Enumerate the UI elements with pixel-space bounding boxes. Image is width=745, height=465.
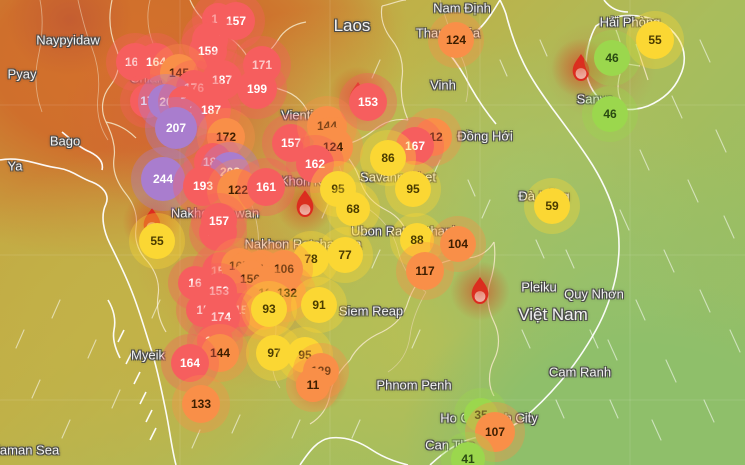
aqi-value: 59 (545, 199, 559, 213)
aqi-station-marker[interactable]: 153 (339, 73, 397, 131)
aqi-value: 193 (192, 179, 214, 193)
aqi-station-marker[interactable]: 157 (191, 193, 247, 249)
aqi-value: 174 (210, 310, 232, 324)
aqi-value: 97 (267, 346, 281, 360)
marker-halo (584, 30, 640, 86)
aqi-value: 88 (410, 233, 424, 247)
aqi-value: 77 (338, 248, 352, 262)
aqi-value: 95 (406, 182, 420, 196)
aqi-station-marker[interactable]: 124 (428, 12, 484, 68)
aqi-value: 86 (381, 151, 395, 165)
marker-halo (582, 86, 638, 142)
marker-halo (227, 59, 287, 119)
aqi-value: 55 (648, 33, 662, 47)
aqi-value: 144 (209, 346, 231, 360)
marker-halo (172, 375, 230, 433)
aqi-value: 157 (225, 14, 247, 28)
marker-halo (626, 11, 684, 69)
aqi-value: 93 (262, 302, 276, 316)
marker-halo (286, 358, 340, 412)
marker-halo (385, 161, 441, 217)
aqi-station-marker[interactable]: 46 (584, 30, 640, 86)
aqi-value: 153 (208, 284, 230, 298)
aqi-station-marker[interactable]: 133 (172, 375, 230, 433)
aqi-value: 46 (603, 107, 617, 121)
aqi-value: 106 (273, 262, 295, 276)
aqi-value: 187 (211, 73, 233, 87)
marker-halo (237, 158, 295, 216)
aqi-value: 104 (447, 237, 469, 251)
aqi-station-marker[interactable]: 77 (317, 227, 373, 283)
aqi-station-marker[interactable]: 244 (131, 147, 195, 211)
marker-halo (291, 277, 347, 333)
aqi-station-marker[interactable]: 117 (396, 242, 454, 300)
aqi-value: 171 (251, 58, 273, 72)
aqi-value: 41 (461, 452, 475, 465)
marker-halo (396, 242, 454, 300)
aqi-value: 244 (152, 172, 174, 186)
aqi-station-marker[interactable]: 11 (286, 358, 340, 412)
marker-halo (161, 334, 219, 392)
aqi-station-marker[interactable]: 207 (145, 97, 207, 159)
aqi-station-marker[interactable]: 199 (227, 59, 287, 119)
aqi-station-marker[interactable]: 59 (524, 178, 580, 234)
aqi-station-marker[interactable]: 95 (385, 161, 441, 217)
aqi-value: 46 (605, 51, 619, 65)
aqi-value: 207 (165, 121, 187, 135)
aqi-value: 187 (200, 103, 222, 117)
aqi-value: 172 (215, 130, 237, 144)
aqi-value: 95 (331, 182, 345, 196)
marker-halo (317, 227, 373, 283)
marker-halo (241, 281, 297, 337)
aqi-value: 161 (255, 180, 277, 194)
aqi-station-marker[interactable]: 41 (441, 432, 495, 465)
aqi-station-marker[interactable]: 164 (161, 334, 219, 392)
aqi-value: 159 (197, 44, 219, 58)
aqi-value: 11 (306, 378, 320, 392)
aqi-value: 167 (404, 139, 426, 153)
aqi-value: 157 (280, 136, 302, 150)
aqi-value: 157 (208, 214, 230, 228)
aqi-station-marker[interactable]: 68 (326, 182, 380, 236)
aqi-value: 164 (179, 356, 201, 370)
aqi-station-marker[interactable]: 93 (241, 281, 297, 337)
aqi-value: 91 (312, 298, 326, 312)
aqi-station-marker[interactable]: 46 (582, 86, 638, 142)
aqi-value: 55 (150, 234, 164, 248)
aqi-value: 117 (415, 264, 435, 278)
fire-glow (450, 261, 510, 321)
marker-halo (524, 178, 580, 234)
aqi-value: 16 (188, 276, 202, 290)
aqi-value: 78 (304, 252, 318, 266)
aqi-value: 162 (304, 157, 326, 171)
marker-halo (428, 12, 484, 68)
aqi-value: 124 (445, 33, 467, 47)
marker-halo (339, 73, 397, 131)
aqi-station-marker[interactable]: 159 (179, 22, 237, 80)
aqi-value: 153 (357, 95, 379, 109)
aqi-station-marker[interactable]: 91 (291, 277, 347, 333)
fire-icon[interactable] (450, 261, 510, 321)
aqi-station-marker[interactable]: 55 (626, 11, 684, 69)
marker-halo (191, 193, 247, 249)
aqi-value: 107 (484, 425, 506, 439)
marker-halo (129, 213, 185, 269)
marker-halo (326, 182, 380, 236)
aqi-value: 199 (246, 82, 268, 96)
aqi-value: 122 (227, 183, 249, 197)
aqi-value: 68 (346, 202, 360, 216)
marker-halo (145, 97, 207, 159)
aqi-station-marker[interactable]: 161 (237, 158, 295, 216)
aqi-value: 133 (190, 397, 212, 411)
aqi-station-marker[interactable]: 55 (129, 213, 185, 269)
